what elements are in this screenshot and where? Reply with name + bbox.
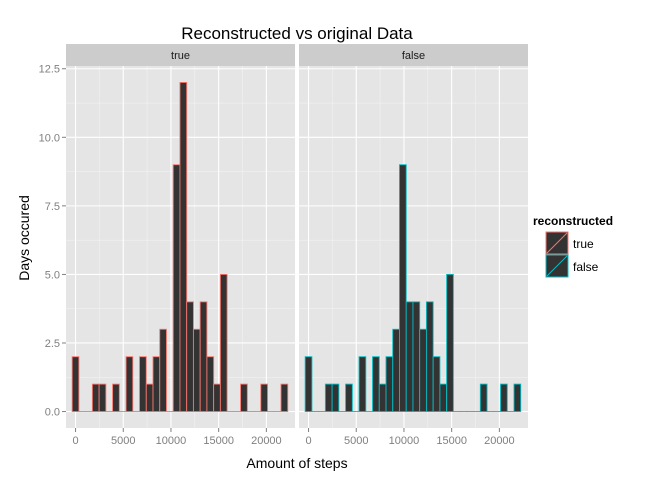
- chart-title: Reconstructed vs original Data: [181, 24, 413, 43]
- histogram-bar: [172, 164, 181, 412]
- histogram-bar: [439, 383, 448, 412]
- histogram-bar: [199, 301, 208, 412]
- legend-key-slash: [546, 255, 568, 277]
- legend-item-true: true: [545, 231, 594, 255]
- histogram-bar: [186, 301, 194, 412]
- x-tick-label: 20000: [251, 435, 282, 447]
- histogram-bar: [125, 356, 134, 412]
- histogram-bar: [479, 383, 488, 412]
- legend-items: true false: [545, 231, 599, 278]
- histogram-bar: [71, 356, 80, 412]
- histogram-bar: [324, 383, 333, 412]
- histogram-bar: [331, 383, 340, 412]
- histogram-bar: [260, 383, 268, 412]
- x-tick-label: 10000: [389, 435, 420, 447]
- legend-key-slash: [546, 232, 568, 254]
- histogram-bar: [419, 328, 427, 412]
- facet-panels: true 0 5000 10000 15000 20000 0.0 2.5 5.0 7.5 10.0…: [39, 44, 528, 447]
- histogram-bar: [91, 383, 100, 412]
- legend-label-true: true: [573, 237, 594, 251]
- histogram-bar: [219, 273, 228, 412]
- legend-label-false: false: [573, 260, 599, 274]
- histogram-bar: [399, 164, 407, 412]
- strip-background: [299, 44, 528, 66]
- y-tick-label: 10.0: [39, 132, 60, 144]
- x-tick-label: 15000: [436, 435, 467, 447]
- histogram-bar: [192, 328, 201, 412]
- histogram-bar: [145, 383, 154, 412]
- histogram-bar: [500, 383, 508, 412]
- strip-label-false: false: [402, 50, 425, 62]
- strip-background: [66, 44, 295, 66]
- x-tick-label: 0: [72, 435, 78, 447]
- histogram-bar: [405, 301, 414, 412]
- histogram-bar: [372, 356, 380, 412]
- x-tick-label: 20000: [484, 435, 515, 447]
- histogram-bar: [179, 82, 188, 412]
- histogram-bar: [240, 383, 248, 412]
- x-axis-title: Amount of steps: [246, 455, 347, 471]
- legend: reconstructed true false: [533, 214, 613, 278]
- histogram-bar: [432, 356, 441, 412]
- legend-item-false: false: [545, 254, 599, 278]
- histogram-bar: [385, 356, 394, 412]
- histogram-bar: [412, 301, 421, 412]
- y-tick-label: 5.0: [45, 269, 60, 281]
- histogram-bar: [425, 301, 434, 412]
- x-tick-label: 5000: [111, 435, 135, 447]
- histogram-bar: [392, 328, 400, 412]
- histogram-bar: [358, 356, 367, 412]
- strip-label-true: true: [171, 50, 190, 62]
- histogram-bar: [213, 383, 221, 412]
- bars: [304, 164, 522, 413]
- histogram-bar: [206, 356, 215, 412]
- y-tick-label: 7.5: [45, 201, 60, 213]
- y-tick-label: 12.5: [39, 64, 60, 76]
- histogram-bar: [159, 328, 167, 412]
- histogram-bar: [446, 273, 454, 412]
- y-tick-label: 0.0: [45, 407, 60, 419]
- y-tick-label: 2.5: [45, 338, 60, 350]
- histogram-bar: [280, 383, 289, 412]
- histogram-bar: [345, 383, 353, 412]
- histogram-bar: [304, 356, 313, 412]
- histogram-bar: [98, 383, 107, 412]
- y-axis-title: Days occured: [16, 195, 32, 281]
- x-tick-label: 10000: [156, 435, 187, 447]
- histogram-bar: [112, 383, 120, 412]
- panel-false: false 0 5000 10000 15000 20000: [299, 44, 528, 447]
- x-tick-label: 0: [305, 435, 311, 447]
- histogram-bar: [139, 356, 147, 412]
- x-tick-label: 15000: [203, 435, 234, 447]
- histogram-bar: [513, 383, 522, 412]
- panel-true: true 0 5000 10000 15000 20000 0.0 2.5 5.0 7.5 10.0…: [39, 44, 295, 447]
- legend-title: reconstructed: [533, 214, 613, 228]
- histogram-bar: [152, 356, 161, 412]
- histogram-bar: [378, 383, 387, 412]
- bars: [71, 82, 289, 413]
- x-tick-label: 5000: [344, 435, 368, 447]
